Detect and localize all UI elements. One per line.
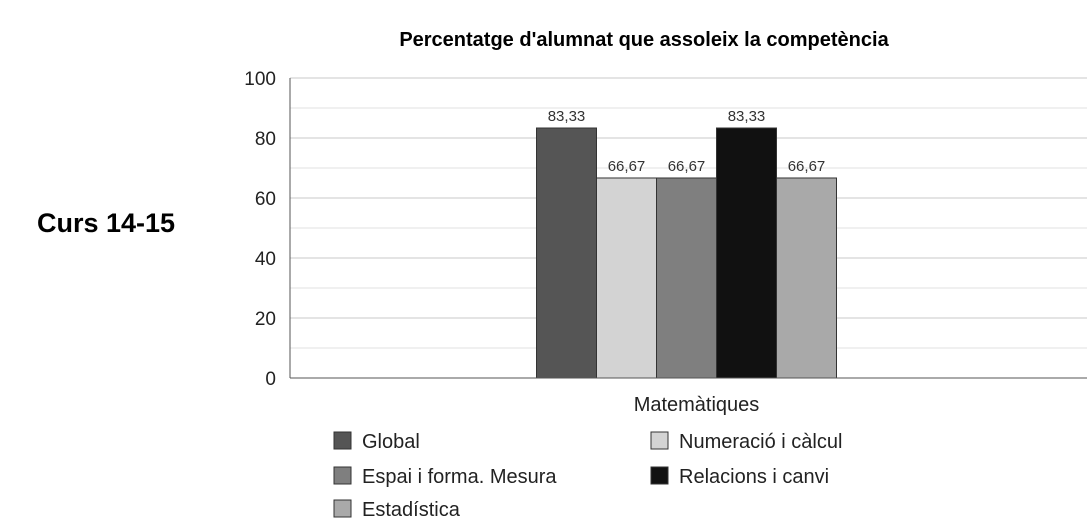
legend-swatch bbox=[333, 431, 352, 450]
y-tick-labels: 0 20 40 60 80 100 bbox=[244, 69, 276, 390]
bar-value-label: 83,33 bbox=[728, 108, 766, 125]
bar-value-label: 66,67 bbox=[788, 158, 826, 175]
legend-swatch bbox=[333, 499, 352, 518]
y-tick-label: 20 bbox=[255, 309, 276, 330]
legend-label: Relacions i canvi bbox=[679, 466, 829, 488]
side-label: Curs 14-15 bbox=[37, 208, 175, 238]
y-tick-label: 40 bbox=[255, 249, 276, 270]
y-tick-label: 100 bbox=[244, 69, 276, 90]
legend-item: Global bbox=[333, 431, 420, 453]
legend: Global Numeració i càlcul Espai i forma. M… bbox=[333, 431, 842, 521]
y-tick-label: 60 bbox=[255, 189, 276, 210]
data-labels: 83,33 66,67 66,67 83,33 66,67 bbox=[548, 108, 826, 175]
bar bbox=[536, 127, 597, 379]
bar bbox=[716, 127, 777, 379]
legend-label: Espai i forma. Mesura bbox=[362, 466, 557, 488]
legend-item: Relacions i canvi bbox=[650, 466, 829, 488]
bar-value-label: 83,33 bbox=[548, 108, 586, 125]
x-category-labels: Matemàtiques bbox=[634, 394, 760, 416]
axes bbox=[289, 78, 1087, 379]
legend-swatch bbox=[650, 431, 669, 450]
bar bbox=[776, 177, 837, 379]
legend-item: Numeració i càlcul bbox=[650, 431, 842, 453]
bar bbox=[596, 177, 657, 379]
bar-value-label: 66,67 bbox=[608, 158, 646, 175]
legend-label: Global bbox=[362, 431, 420, 453]
legend-item: Espai i forma. Mesura bbox=[333, 466, 557, 488]
bar-value-label: 66,67 bbox=[668, 158, 706, 175]
legend-label: Estadística bbox=[362, 499, 461, 521]
legend-swatch bbox=[333, 466, 352, 485]
legend-swatch bbox=[650, 466, 669, 485]
x-category-label: Matemàtiques bbox=[634, 394, 760, 416]
chart-title: Percentatge d'alumnat que assoleix la co… bbox=[399, 29, 889, 51]
y-tick-label: 0 bbox=[265, 369, 276, 390]
y-tick-label: 80 bbox=[255, 129, 276, 150]
legend-item: Estadística bbox=[333, 499, 461, 521]
bar bbox=[656, 177, 717, 379]
legend-label: Numeració i càlcul bbox=[679, 431, 842, 453]
